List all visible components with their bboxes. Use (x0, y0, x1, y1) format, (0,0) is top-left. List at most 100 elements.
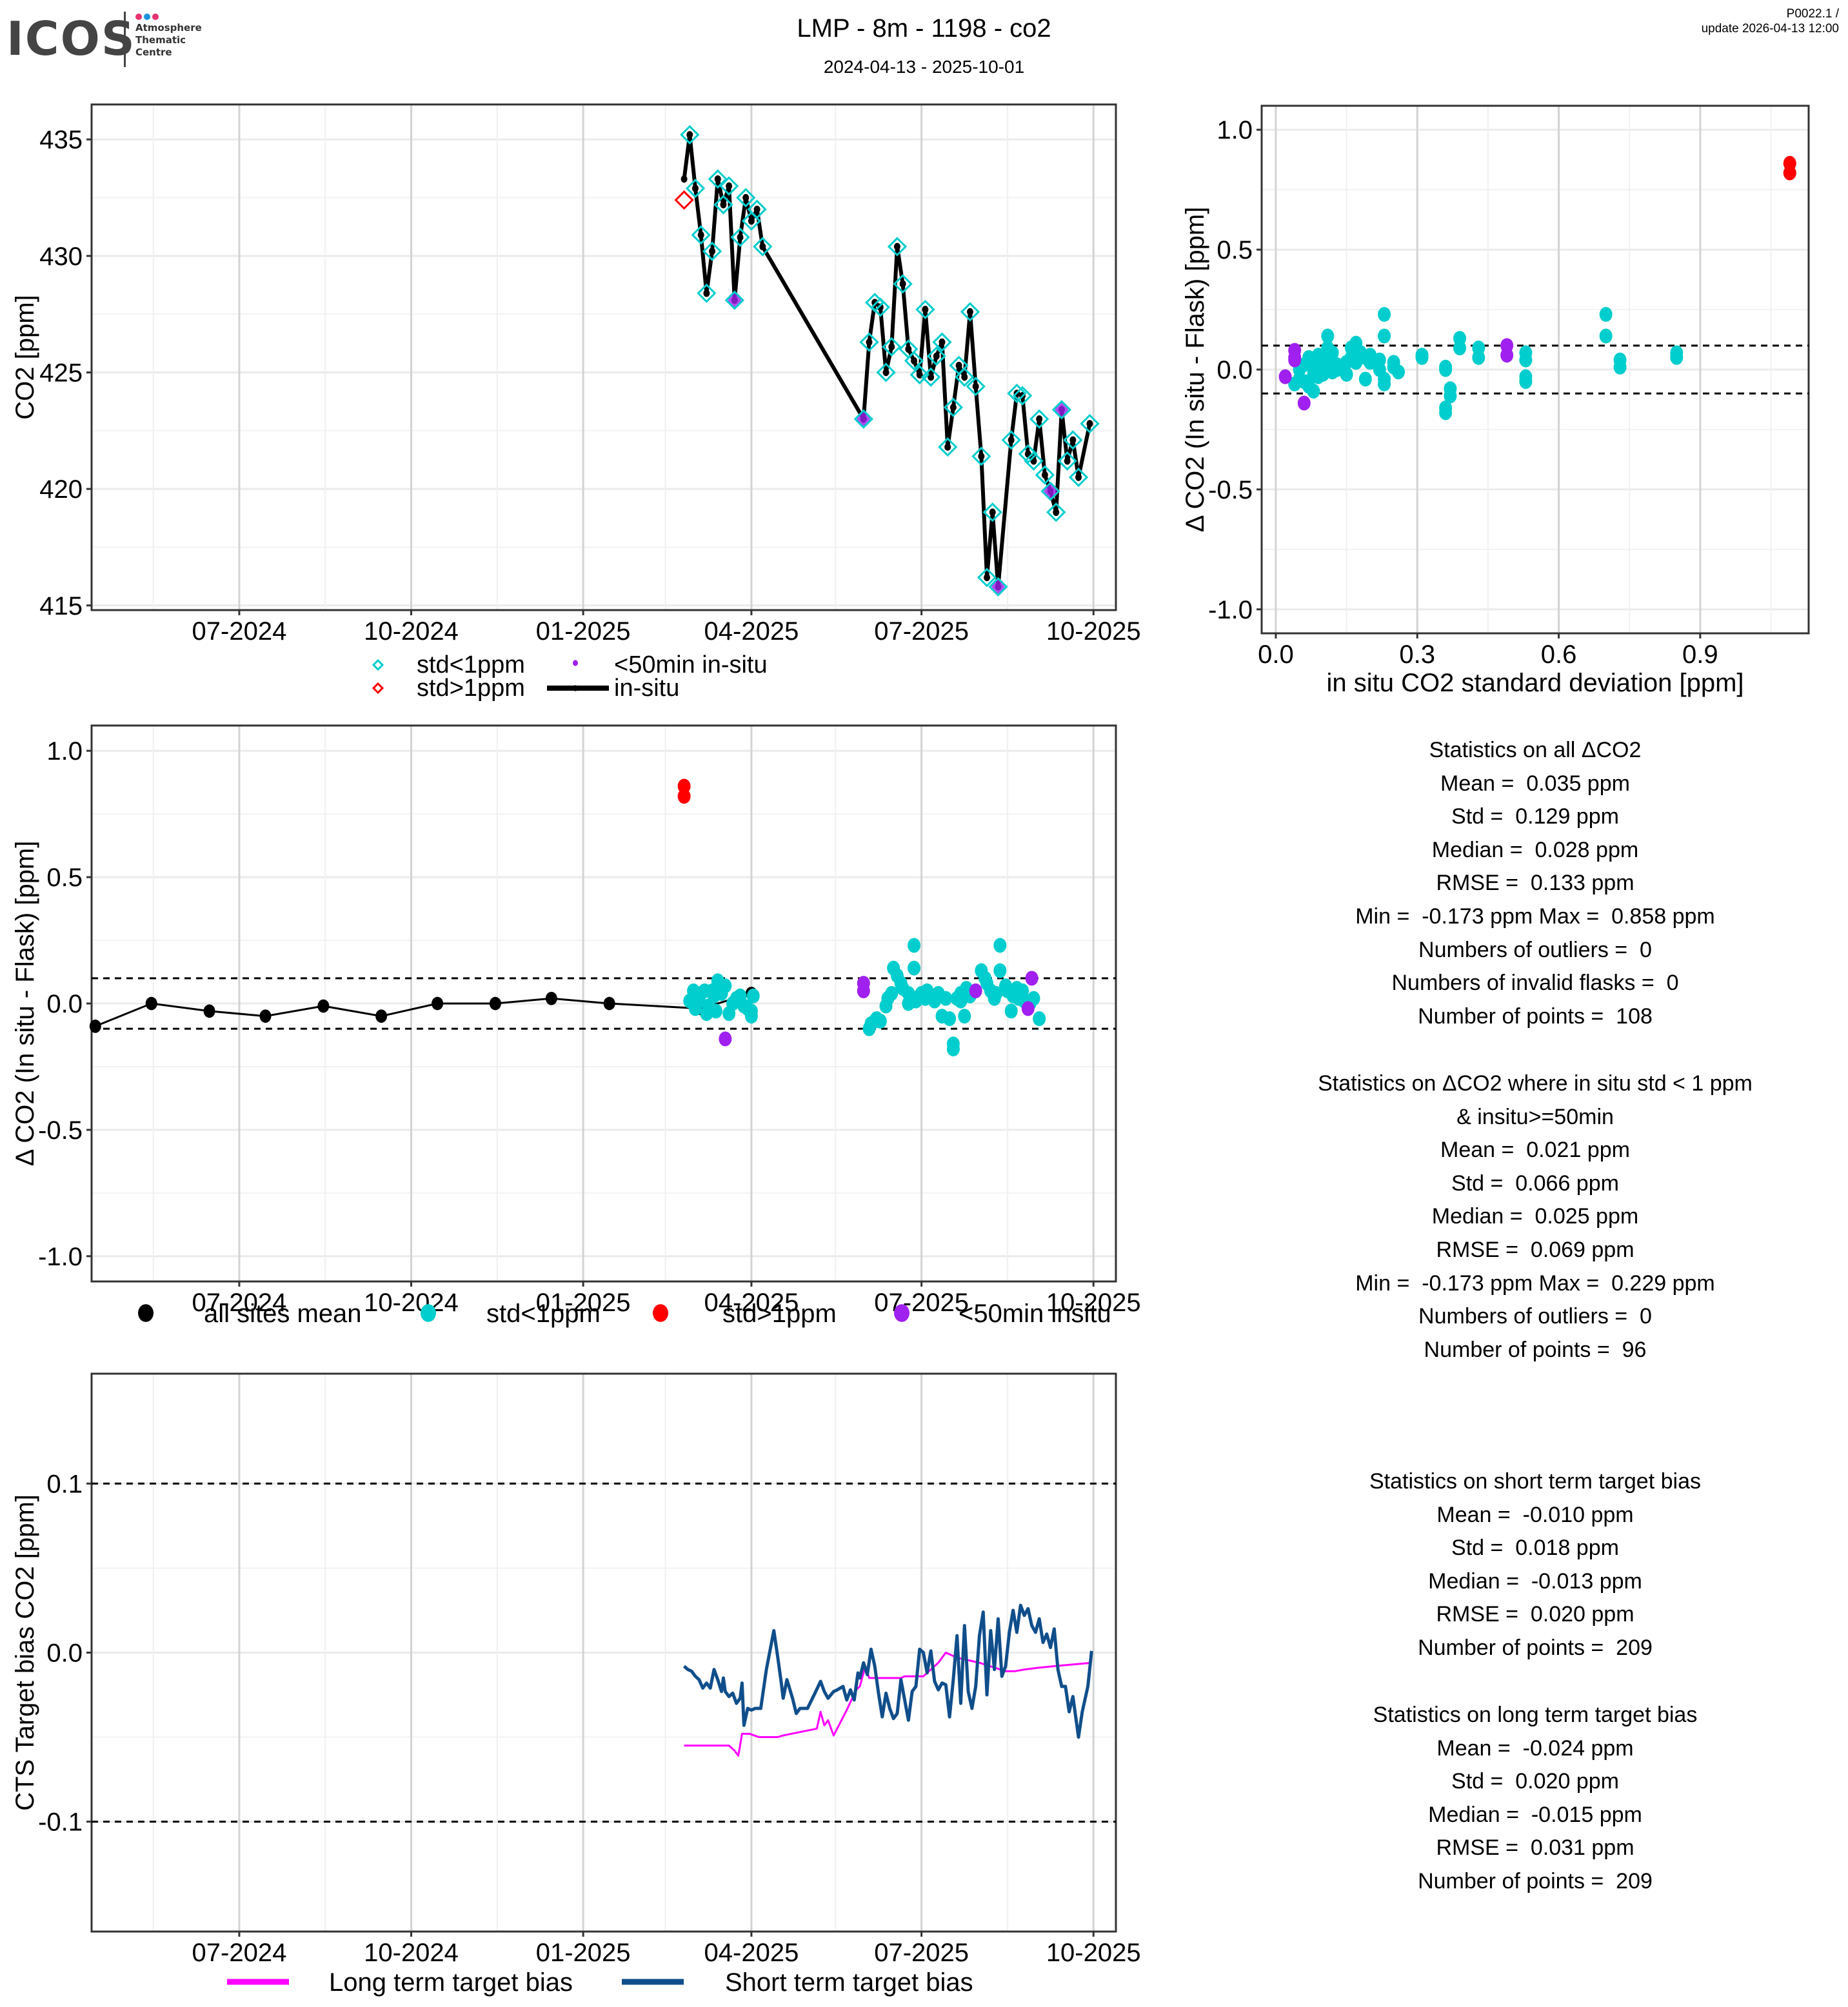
x-tick-label: 10-2024 (364, 1939, 459, 1967)
flask-std-lt1-point (1040, 481, 1060, 501)
insitu-point (888, 342, 895, 351)
std-lt1-point (1599, 306, 1613, 322)
all-sites-mean-point (489, 996, 501, 1011)
x-axis-label: in situ CO2 standard deviation [ppm] (1326, 669, 1744, 697)
x-tick-label: 10-2025 (1046, 1289, 1141, 1317)
flask-std-lt1-point (977, 568, 997, 588)
std-lt1-point (1599, 328, 1613, 344)
y-tick-label: 430 (39, 242, 83, 271)
stats-line: RMSE = 0.031 ppm (1436, 1835, 1634, 1861)
legend-label: Short term target bias (725, 1968, 973, 1997)
x-tick-label: 04-2025 (704, 617, 799, 646)
insitu-point (1041, 471, 1048, 479)
flask-std-lt1-point (1007, 383, 1027, 404)
logo-subtitle-line: Centre (135, 46, 172, 58)
insitu-point (697, 231, 704, 239)
insitu-point (742, 193, 750, 202)
lt50min-point (1021, 1001, 1035, 1016)
x-tick-label: 07-2024 (192, 1289, 287, 1317)
x-tick-label: 07-2025 (874, 1939, 969, 1967)
insitu-point (748, 217, 755, 225)
insitu-point (877, 303, 884, 311)
legend-symbol (894, 1304, 909, 1322)
legend-symbol-std-gt1 (372, 682, 384, 695)
insitu-point (866, 338, 873, 346)
flask-std-lt1-point (1012, 386, 1033, 406)
stats-short-term-panel: Statistics on short term target bias Mea… (1245, 1465, 1825, 1665)
insitu-point (1075, 473, 1082, 481)
legend: Long term target bias Short term target b… (227, 1968, 973, 1997)
std-lt1-point (885, 985, 899, 1001)
flask-lt50min-point (1044, 484, 1057, 499)
stats-line: Mean = -0.024 ppm (1436, 1735, 1634, 1761)
co2-timeseries-chart: 415 420 425 430 435 07-2024 10-2024 01-2025 04-2… (11, 103, 1141, 702)
flask-std-lt1-point (955, 367, 975, 387)
flask-std-lt1-point (1035, 465, 1055, 485)
flask-std-lt1-point (909, 364, 929, 385)
std-lt1-point (1519, 374, 1533, 390)
y-axis-label: CTS Target bias CO2 [ppm] (11, 1494, 39, 1811)
stats-line: Number of points = 108 (1418, 1004, 1653, 1029)
flask-std-lt1-point (685, 178, 706, 199)
legend-symbol-lt50min (573, 660, 578, 666)
stats-title: Statistics on all ΔCO2 (1429, 738, 1642, 762)
all-sites-mean-point (432, 996, 444, 1011)
all-sites-mean-line (95, 992, 752, 1027)
flask-std-lt1-point (926, 346, 946, 366)
insitu-point (882, 368, 889, 377)
stats-line: Mean = 0.021 ppm (1440, 1138, 1630, 1163)
lt50min-point (1288, 352, 1302, 368)
std-lt1-point (1340, 366, 1353, 382)
insitu-point (961, 373, 968, 381)
flask-lt50min-point (728, 292, 741, 308)
y-tick-label: 0.0 (46, 990, 83, 1018)
legend: all sites mean std<1ppm std>1ppm <50min ins… (138, 1300, 1111, 1328)
y-axis-label: CO2 [ppm] (11, 295, 39, 419)
all-sites-mean-point (259, 1009, 272, 1023)
flask-std-lt1-point (697, 283, 717, 303)
date-range: 2024-04-13 - 2025-10-01 (823, 57, 1025, 77)
x-tick-label: 01-2025 (536, 1939, 631, 1967)
y-tick-label: 0.1 (46, 1470, 83, 1498)
legend-label: std<1ppm (417, 651, 525, 678)
std-lt1-point (939, 991, 953, 1006)
flask-std-lt1-point (915, 299, 935, 320)
stats-all-panel: Statistics on all ΔCO2 Mean = 0.035 ppm … (1245, 734, 1825, 1033)
y-tick-label: 0.5 (1217, 236, 1253, 264)
std-lt1-point (1321, 328, 1335, 344)
target-bias-chart: -0.1 0.0 0.1 07-2024 10-2024 01-2025 04-2025 07… (11, 1372, 1141, 1997)
insitu-point (899, 280, 906, 288)
all-sites-mean-point (145, 996, 157, 1011)
x-tick-label: 0.9 (1682, 640, 1718, 669)
flask-std-lt1-point (1080, 413, 1100, 434)
long-term-bias-line (684, 1652, 1092, 1757)
std-lt1-point (1378, 306, 1391, 322)
std-lt1-point (709, 1004, 722, 1019)
y-tick-label: 425 (39, 359, 83, 387)
y-tick-label: 435 (39, 126, 83, 154)
legend-symbol (421, 1304, 436, 1322)
flask-std-lt1-point (882, 337, 902, 357)
stats-line: Std = 0.018 ppm (1451, 1536, 1619, 1561)
flask-std-lt1-point (870, 297, 890, 317)
x-tick-label: 07-2025 (874, 1289, 969, 1317)
std-lt1-point (1378, 376, 1391, 391)
std-lt1-point (1326, 345, 1339, 361)
stats-line: Min = -0.173 ppm Max = 0.229 ppm (1355, 1270, 1715, 1296)
update-timestamp: update 2026-04-13 12:00 (1701, 22, 1839, 35)
insitu-point (911, 357, 918, 365)
y-tick-label: -0.5 (1208, 476, 1253, 504)
flask-std-lt1-point (938, 437, 958, 457)
flask-std-lt1-point (1057, 451, 1077, 471)
insitu-point (691, 184, 699, 192)
std-lt1-point (993, 938, 1007, 953)
insitu-point (955, 361, 962, 370)
flask-std-gt1-point (674, 190, 694, 210)
stats-long-term-panel: Statistics on long term target bias Mean… (1245, 1699, 1825, 1899)
legend-label: all sites mean (204, 1300, 362, 1328)
stats-line: RMSE = 0.020 ppm (1436, 1602, 1634, 1627)
insitu-point (893, 242, 900, 251)
insitu-point (939, 338, 946, 346)
std-lt1-point (1415, 350, 1429, 365)
flask-std-lt1-point (904, 351, 924, 371)
